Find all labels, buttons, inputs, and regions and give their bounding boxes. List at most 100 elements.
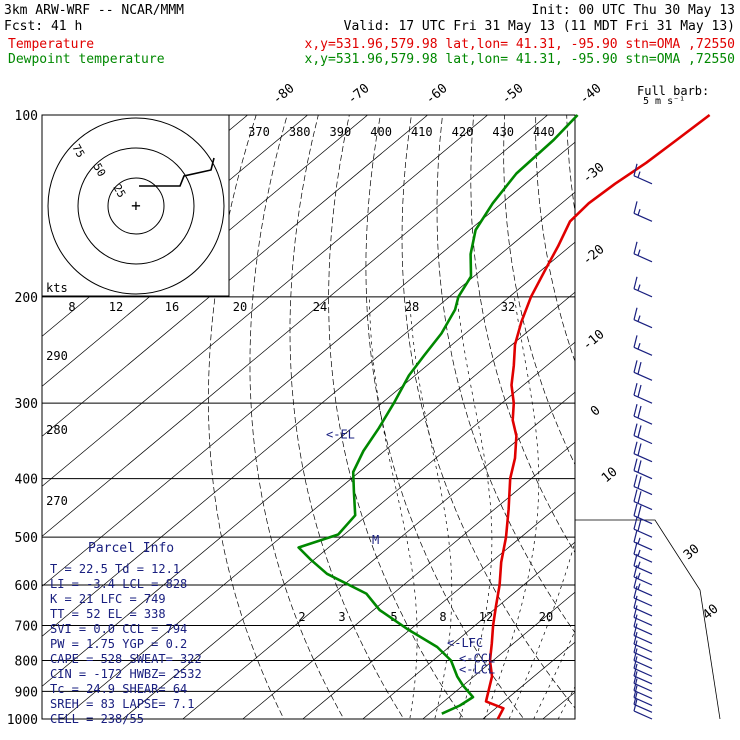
wind-profile <box>633 163 653 720</box>
parcel-row: CAPE = 528 SWEAT= 322 <box>50 652 202 666</box>
moist-adiabat-line <box>484 296 540 719</box>
parcel-row: Tc = 24.9 SHEAR= 64 <box>50 682 187 696</box>
dry-adiabat-line <box>249 115 345 719</box>
mixing-ratio-label: 5 <box>390 610 397 624</box>
moist-adiabat-line <box>557 686 575 719</box>
hodograph-ring <box>77 147 195 265</box>
moist-adiabat-line <box>533 630 575 719</box>
pressure-tick-label: 800 <box>15 654 38 669</box>
wind-barb-flag <box>633 663 638 677</box>
pressure-tick-label: 600 <box>15 579 38 594</box>
wind-barb <box>633 383 653 404</box>
theta-tick-label: 400 <box>370 125 392 139</box>
isotherm-tick-label: -70 <box>345 81 373 108</box>
hodograph-scale-label: 24 <box>313 300 327 314</box>
isotherm-line <box>42 115 549 537</box>
hodograph-frame <box>41 114 230 297</box>
wind-barb-flag <box>633 276 638 289</box>
wind-barb-half <box>637 315 641 322</box>
mixing-ratio-label: 2 <box>298 610 305 624</box>
wind-barb-flag <box>633 163 638 176</box>
dry-adiabat-line <box>470 115 575 554</box>
dry-adiabat-line <box>289 115 405 719</box>
init-time: Init: 00 UTC Thu 30 May 13 <box>532 3 736 18</box>
wind-barb-flag <box>633 678 638 691</box>
wind-barb <box>633 201 653 222</box>
theta-tick-label: 390 <box>330 125 352 139</box>
dry-adiabat-line <box>629 115 740 732</box>
wind-barb-shaft <box>633 690 653 700</box>
wind-barb-half <box>637 537 641 544</box>
wind-barb <box>633 441 653 463</box>
isotherm-line <box>362 541 575 719</box>
theta-left-label: 280 <box>46 423 68 437</box>
dry-adiabat-line <box>722 115 740 732</box>
wind-barb-shaft <box>633 643 653 653</box>
isotherm-line <box>62 291 575 719</box>
wind-barb-flag <box>633 698 638 712</box>
hodograph-trace <box>139 157 215 187</box>
parcel-row: K = 21 LFC = 749 <box>50 592 166 606</box>
wind-barb <box>633 163 653 185</box>
theta-left-label: 270 <box>46 494 68 508</box>
wind-barb-half <box>637 583 641 590</box>
wind-barb-half <box>637 561 641 568</box>
hodograph-scale-label: 8 <box>68 300 75 314</box>
wind-barb <box>633 335 653 356</box>
wind-barb <box>633 503 653 525</box>
wind-barb-shaft <box>633 500 653 511</box>
wind-barb <box>633 564 653 586</box>
pressure-tick-label: 900 <box>15 685 38 700</box>
wind-barb-shaft <box>633 626 653 636</box>
wind-barb-flag <box>633 474 638 487</box>
wind-barb-flag <box>633 441 638 454</box>
wind-barb-shaft <box>633 659 653 670</box>
temperature-line <box>484 113 711 720</box>
isotherm-tick-label: -40 <box>577 81 605 108</box>
wind-barb-shaft <box>633 597 653 607</box>
lower-right-frame <box>575 519 721 720</box>
isotherm-line <box>42 241 575 687</box>
wind-barb-flag <box>633 656 638 669</box>
wind-barb-half <box>637 284 641 291</box>
wind-barb-flag <box>637 505 642 518</box>
wind-barb <box>633 585 653 607</box>
isotherm-line <box>122 341 575 719</box>
wind-barb <box>633 671 653 692</box>
wind-barb-shaft <box>633 710 653 720</box>
wind-barb <box>633 307 653 329</box>
isotherm-line <box>42 141 575 587</box>
wind-barb-flag <box>633 605 638 618</box>
wind-barb-shaft <box>633 212 653 222</box>
parcel-row: PW = 1.75 YGP = 0.2 <box>50 637 187 651</box>
wind-barb <box>633 595 653 617</box>
wind-barb-flag <box>633 575 638 588</box>
wind-barb <box>633 360 653 381</box>
wind-barb <box>633 276 653 298</box>
dry-adiabat-line <box>436 115 575 634</box>
wind-barb-flag <box>633 335 638 348</box>
theta-tick-label: 430 <box>492 125 514 139</box>
hodograph-scale-label: 32 <box>501 300 515 314</box>
level-annotation: <-CCL <box>459 651 495 665</box>
wind-barb-shaft <box>633 453 653 463</box>
pressure-tick-label: 100 <box>15 109 38 124</box>
wind-barb-shaft <box>633 415 653 425</box>
dry-adiabat-line <box>598 115 740 732</box>
wind-barb-flag <box>633 307 638 320</box>
parcel-row: SREH = 83 LAPSE= 7.1 <box>50 697 195 711</box>
temperature-location: x,y=531.96,579.98 lat,lon= 41.31, -95.90… <box>305 37 735 52</box>
isotherm-tick-label: -60 <box>423 81 451 108</box>
wind-barb-half <box>637 249 641 256</box>
pressure-tick-label: 1000 <box>7 713 38 728</box>
wind-barb-shaft <box>633 394 653 404</box>
wind-barb-shaft <box>633 675 653 685</box>
wind-barb-shaft <box>633 576 653 586</box>
mixing-ratio-label: 8 <box>439 610 446 624</box>
pressure-tick-label: 400 <box>15 473 38 488</box>
model-title: 3km ARW-WRF -- NCAR/MMM <box>4 3 184 18</box>
parcel-info-title: Parcel Info <box>88 541 174 556</box>
mixing-ratio-label: 20 <box>539 610 553 624</box>
parcel-row: T = 22.5 Td = 12.1 <box>50 562 180 576</box>
full-barb-label: Full barb: <box>637 84 709 98</box>
